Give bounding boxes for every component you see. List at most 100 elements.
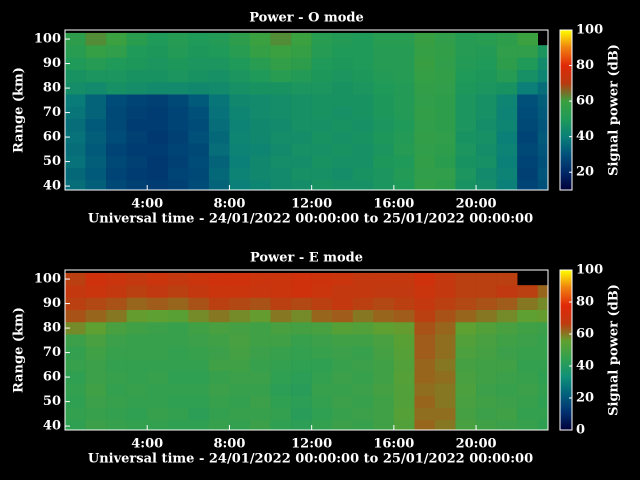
heatmap-cell — [188, 309, 210, 323]
heatmap-cell — [65, 69, 86, 83]
heatmap-cell — [147, 32, 169, 46]
heatmap-cell — [517, 285, 539, 298]
heatmap-cell — [270, 143, 292, 156]
heatmap-cell — [311, 334, 333, 347]
heatmap-cell — [147, 346, 169, 359]
heatmap-cell — [229, 57, 251, 70]
heatmap-cell — [332, 179, 354, 190]
heatmap-cell — [496, 69, 518, 83]
heatmap-cell — [352, 395, 374, 409]
heatmap-cell — [476, 45, 497, 58]
heatmap-cell — [106, 167, 127, 181]
heatmap-cell — [455, 407, 477, 421]
heatmap-cell — [434, 32, 456, 46]
heatmap-cell — [373, 334, 395, 347]
heatmap-cell — [373, 167, 395, 181]
heatmap-cell — [393, 143, 415, 156]
heatmap-cell — [65, 395, 86, 409]
heatmap-cell — [65, 309, 86, 323]
heatmap-cell — [167, 45, 189, 58]
heatmap-cell — [476, 32, 497, 46]
heatmap-cell — [291, 155, 312, 169]
heatmap-cell — [270, 167, 292, 181]
heatmap-cell — [373, 285, 395, 298]
colorbar-tick-label: 60 — [576, 327, 594, 342]
y-tick-label: 90 — [43, 296, 61, 311]
heatmap-cell — [434, 167, 456, 181]
heatmap-cell — [188, 69, 210, 83]
heatmap-cell — [270, 383, 292, 396]
heatmap-cell — [352, 358, 374, 372]
heatmap-cell — [85, 407, 107, 421]
heatmap-cell — [434, 383, 456, 396]
heatmap-cell — [414, 395, 436, 409]
heatmap-cell — [167, 32, 189, 46]
plot-frame — [64, 29, 549, 191]
heatmap-cell — [270, 370, 292, 384]
heatmap-cell — [537, 106, 548, 119]
heatmap-cell — [291, 69, 312, 83]
heatmap-cell — [85, 334, 107, 347]
heatmap-cell — [188, 334, 210, 347]
heatmap-cell — [65, 179, 86, 190]
colorbar-tick-label: 20 — [576, 165, 594, 180]
heatmap-cell — [167, 346, 189, 359]
heatmap-cell — [311, 321, 333, 335]
heatmap-cell — [106, 297, 127, 310]
heatmap-cell — [476, 143, 497, 156]
heatmap-cell — [373, 57, 395, 70]
heatmap-cell — [126, 321, 148, 335]
heatmap-cell — [208, 309, 230, 323]
heatmap-cell — [434, 130, 456, 144]
heatmap-cell — [537, 321, 548, 335]
heatmap-cell — [229, 155, 251, 169]
heatmap-cell — [126, 346, 148, 359]
heatmap-cell — [332, 45, 354, 58]
heatmap-cell — [414, 130, 436, 144]
heatmap-cell — [434, 45, 456, 58]
heatmap-cell — [85, 81, 107, 95]
heatmap-cell — [455, 334, 477, 347]
heatmap-cell — [455, 155, 477, 169]
heatmap-cell — [126, 167, 148, 181]
heatmap-cell — [393, 118, 415, 132]
heatmap-cell — [270, 130, 292, 144]
heatmap-cell — [291, 143, 312, 156]
y-tick-label: 40 — [43, 179, 61, 194]
heatmap-cell — [311, 81, 333, 95]
heatmap-cell — [311, 143, 333, 156]
heatmap-cell — [188, 167, 210, 181]
heatmap-cell — [496, 81, 518, 95]
heatmap-cell — [496, 383, 518, 396]
heatmap-cell — [455, 346, 477, 359]
heatmap-cell — [270, 69, 292, 83]
x-tick-label: 12:00 — [291, 437, 332, 452]
heatmap-cell — [249, 32, 271, 46]
heatmap-cell — [455, 32, 477, 46]
heatmap-cell — [147, 309, 169, 323]
heatmap-cell — [188, 155, 210, 169]
y-axis-label: Range (km) — [12, 67, 27, 153]
heatmap-cell — [291, 297, 312, 310]
heatmap-cell — [496, 321, 518, 335]
heatmap-cell — [106, 143, 127, 156]
heatmap-cell — [434, 94, 456, 107]
heatmap-cell — [208, 272, 230, 286]
heatmap-cell — [270, 81, 292, 95]
heatmap-cell — [476, 407, 497, 421]
heatmap-cell — [393, 94, 415, 107]
heatmap-cell — [517, 321, 539, 335]
heatmap-cell — [249, 118, 271, 132]
x-tick-label: 12:00 — [291, 197, 332, 212]
heatmap-cell — [311, 69, 333, 83]
heatmap-cell — [167, 285, 189, 298]
heatmap-cell — [311, 370, 333, 384]
heatmap-cell — [147, 81, 169, 95]
heatmap-cell — [414, 297, 436, 310]
heatmap-cell — [455, 118, 477, 132]
heatmap-cell — [208, 383, 230, 396]
heatmap-cell — [106, 57, 127, 70]
heatmap-cell — [229, 407, 251, 421]
heatmap-cell — [496, 155, 518, 169]
heatmap-cell — [147, 358, 169, 372]
